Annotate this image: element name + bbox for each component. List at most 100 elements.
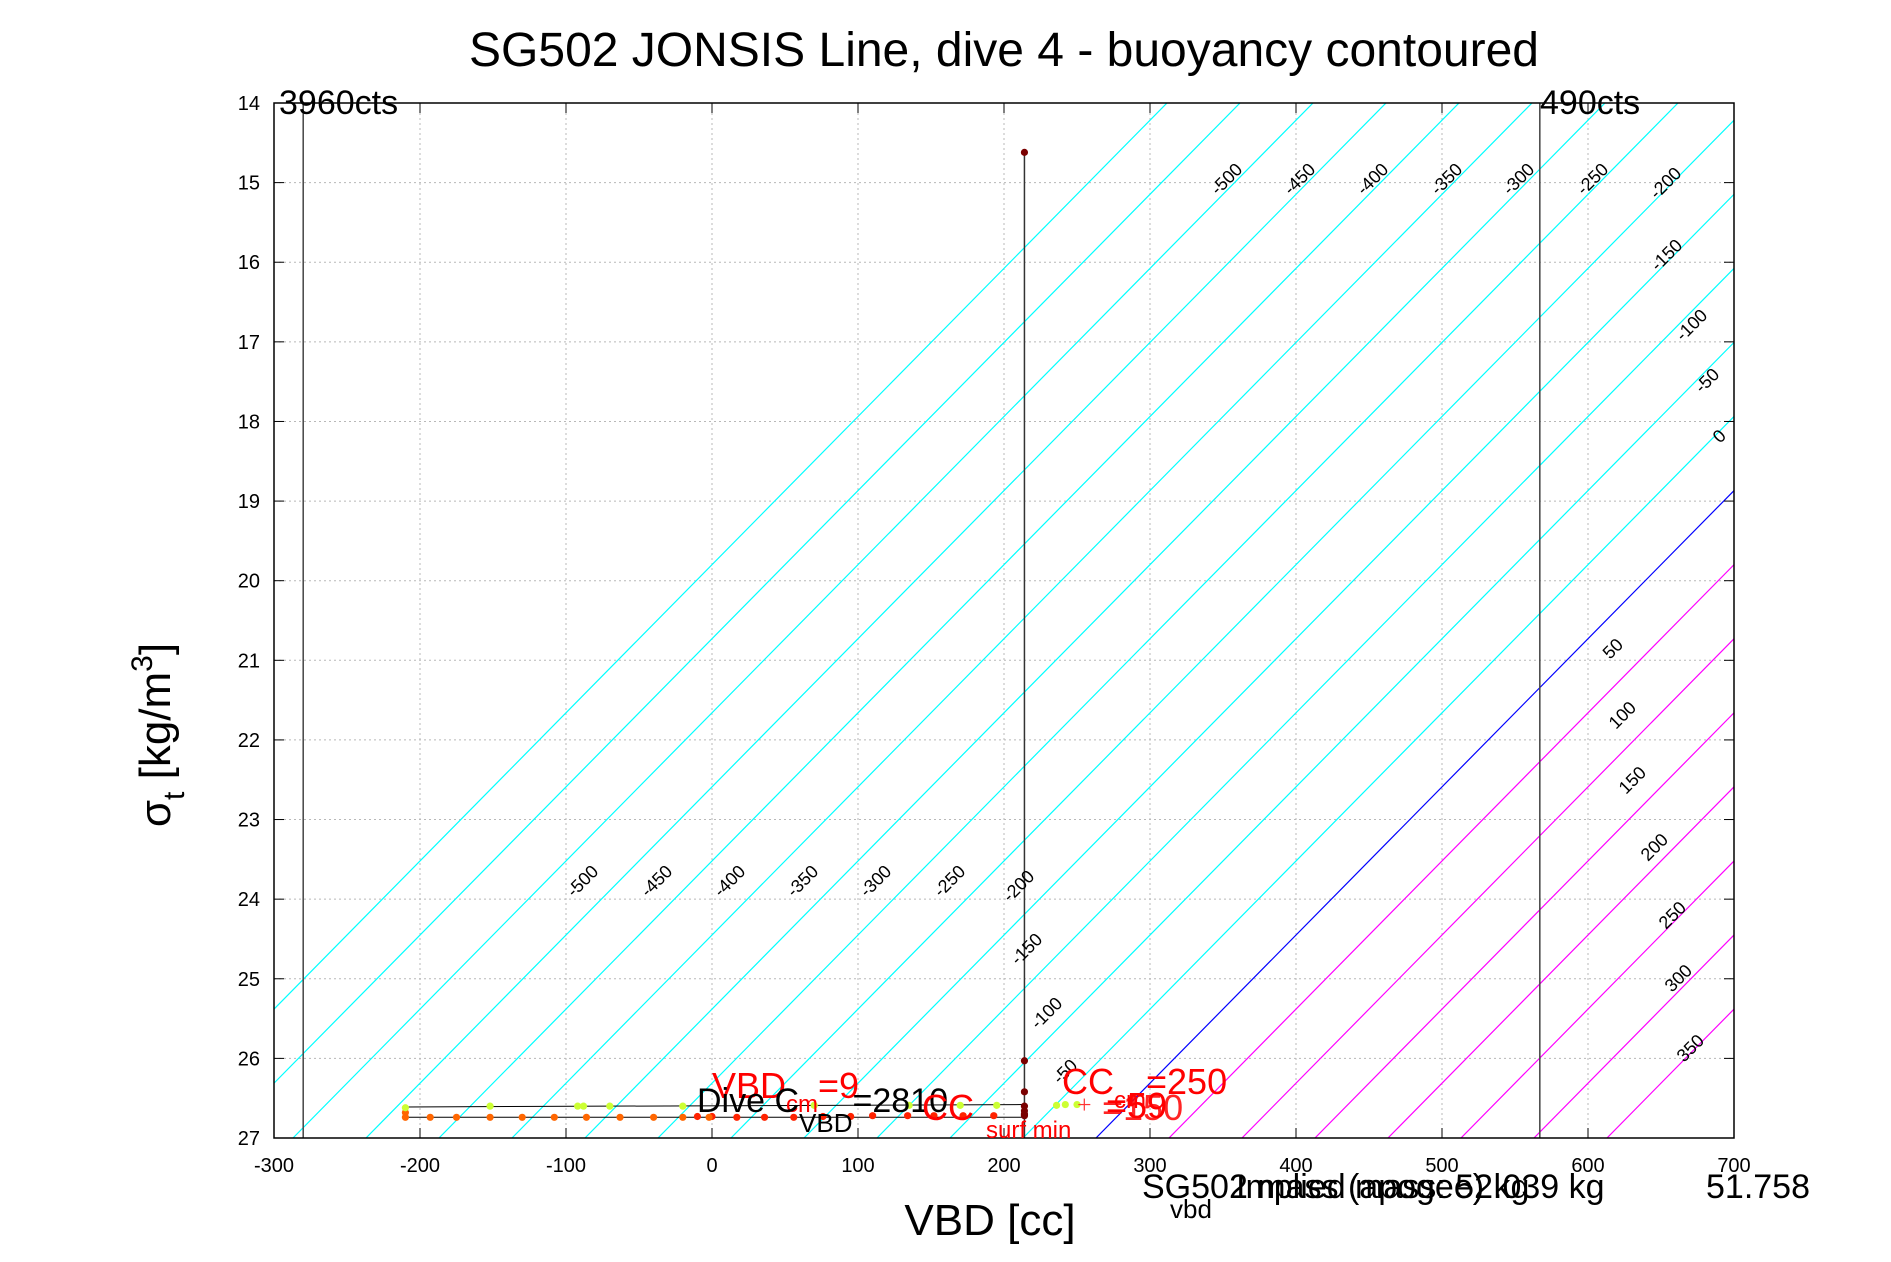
data-point (990, 1112, 998, 1120)
data-point (790, 1113, 798, 1121)
contour-positive (1314, 711, 1734, 1138)
contour-label-positive: 50 (1599, 635, 1627, 663)
data-point (959, 1112, 967, 1120)
y-tick-label: 24 (238, 889, 260, 911)
contour-negative (1022, 415, 1734, 1138)
dive-c-sub: VBD (799, 1108, 852, 1138)
contour-label-lower: -350 (783, 861, 823, 901)
data-point (810, 1101, 818, 1109)
y-label-sub: t (158, 791, 191, 800)
data-point (1020, 1112, 1029, 1120)
data-point (733, 1113, 741, 1121)
x-axis-label: VBD [cc] (904, 1196, 1075, 1245)
data-point (679, 1113, 687, 1121)
contour-zero (1095, 489, 1734, 1138)
data-point (582, 1113, 591, 1121)
cc-cm-sub: cm (1114, 1087, 1146, 1114)
vline-label-left: 3960cts (279, 84, 398, 122)
contour-label-upper: -50 (1691, 364, 1724, 397)
vbd-cm-rest: =9 (818, 1065, 859, 1106)
y-tick-label: 18 (238, 411, 260, 433)
contour-negative (803, 193, 1734, 1138)
contour-label-lower: -200 (999, 866, 1039, 906)
contour-negative (511, 103, 1533, 1138)
grid-lines (273, 102, 1735, 1139)
y-tick-label: 16 (238, 252, 260, 274)
y-label-sigma: σ (131, 800, 180, 827)
dive-line (405, 1104, 1025, 1108)
contour-positive (1168, 563, 1734, 1138)
data-points (401, 148, 1091, 1121)
contour-negative (274, 103, 1241, 1085)
vbd-cm-annotation: VBDcm=9 (712, 1065, 859, 1118)
contour-negative (876, 267, 1734, 1138)
contour-negative (657, 103, 1679, 1138)
contour-label-upper: -400 (1353, 159, 1393, 199)
contour-label-lower: -450 (637, 861, 677, 901)
data-point (905, 1101, 913, 1109)
cc-overlap-main: CC (922, 1087, 974, 1128)
data-point (1052, 1101, 1061, 1109)
data-point (1020, 148, 1029, 156)
contour-positive (1241, 637, 1734, 1138)
x-tick-label: -300 (254, 1155, 294, 1177)
data-point (705, 1113, 713, 1121)
contour-negative (365, 103, 1387, 1138)
y-tick-label: 20 (238, 571, 260, 593)
contour-label-positive: 250 (1655, 897, 1690, 932)
contour-label-upper: -250 (1573, 159, 1613, 199)
contour-negative (292, 103, 1314, 1138)
x-tick-label: 300 (1133, 1155, 1166, 1177)
data-point (518, 1113, 526, 1121)
mass-text-2: Implied mass: 52.039 kg (1236, 1168, 1605, 1206)
data-point (1020, 1088, 1029, 1096)
dive-c-rest: =2810 (853, 1082, 949, 1120)
contour-negative (584, 103, 1606, 1138)
y-label-sup: 3 (126, 655, 159, 672)
x-tick-label: 100 (841, 1155, 874, 1177)
x-tick-label: 400 (1279, 1155, 1312, 1177)
x-tick-label: 0 (706, 1155, 717, 1177)
y-axis-label: σt [kg/m3] (126, 643, 191, 827)
contour-labels: -500 -450 -400 -350 -300 -250 -200-150-100-500… (563, 159, 1730, 1088)
contour-label-positive: 300 (1661, 960, 1696, 995)
cc-cm-rest: =250 (1146, 1061, 1227, 1102)
y-label-unit: [kg/m (131, 672, 180, 792)
contour-negative (438, 103, 1460, 1138)
data-point (452, 1113, 461, 1121)
data-point (679, 1102, 687, 1110)
chart-title: SG502 JONSIS Line, dive 4 - buoyancy con… (469, 24, 1539, 77)
contour-label-positive: 100 (1605, 697, 1640, 732)
dive-c-main: Dive C (697, 1082, 799, 1120)
data-point (1073, 1100, 1081, 1109)
y-tick-label: 19 (238, 491, 260, 513)
contour-label-upper: -100 (1672, 305, 1712, 345)
contour-label-upper: -450 (1280, 159, 1320, 199)
contour-label-upper: -200 (1646, 163, 1686, 203)
data-point (693, 1112, 702, 1121)
contour-label-positive: 150 (1615, 762, 1650, 797)
contour-label-lower: -500 (563, 861, 603, 901)
contour-label-lower: -150 (1007, 929, 1047, 969)
y-tick-label: 15 (238, 173, 260, 195)
x-tick-label: -100 (546, 1155, 586, 1177)
y-tick-label: 22 (238, 730, 260, 752)
y-label-close: ] (131, 643, 180, 655)
contour-positive (1606, 1008, 1734, 1138)
contour-label-upper: 0 (1709, 426, 1730, 447)
contour-negative (730, 119, 1734, 1138)
data-point (401, 1104, 409, 1112)
data-point (550, 1113, 558, 1121)
data-point (574, 1102, 582, 1110)
data-point (760, 1113, 769, 1121)
data-point (486, 1113, 494, 1121)
contour-label-lower: -400 (710, 861, 750, 901)
data-point (930, 1112, 938, 1120)
y-tick-label: 21 (238, 650, 260, 672)
contour-label-positive: 200 (1637, 829, 1672, 864)
contour-label-lower: -100 (1027, 993, 1067, 1033)
x-tick-label: 200 (987, 1155, 1020, 1177)
contour-label-upper: -500 (1207, 159, 1247, 199)
vbd-cm-main: VBD (712, 1065, 786, 1106)
mass-text-1: SG502 mass (apogee) kg (1142, 1168, 1529, 1206)
